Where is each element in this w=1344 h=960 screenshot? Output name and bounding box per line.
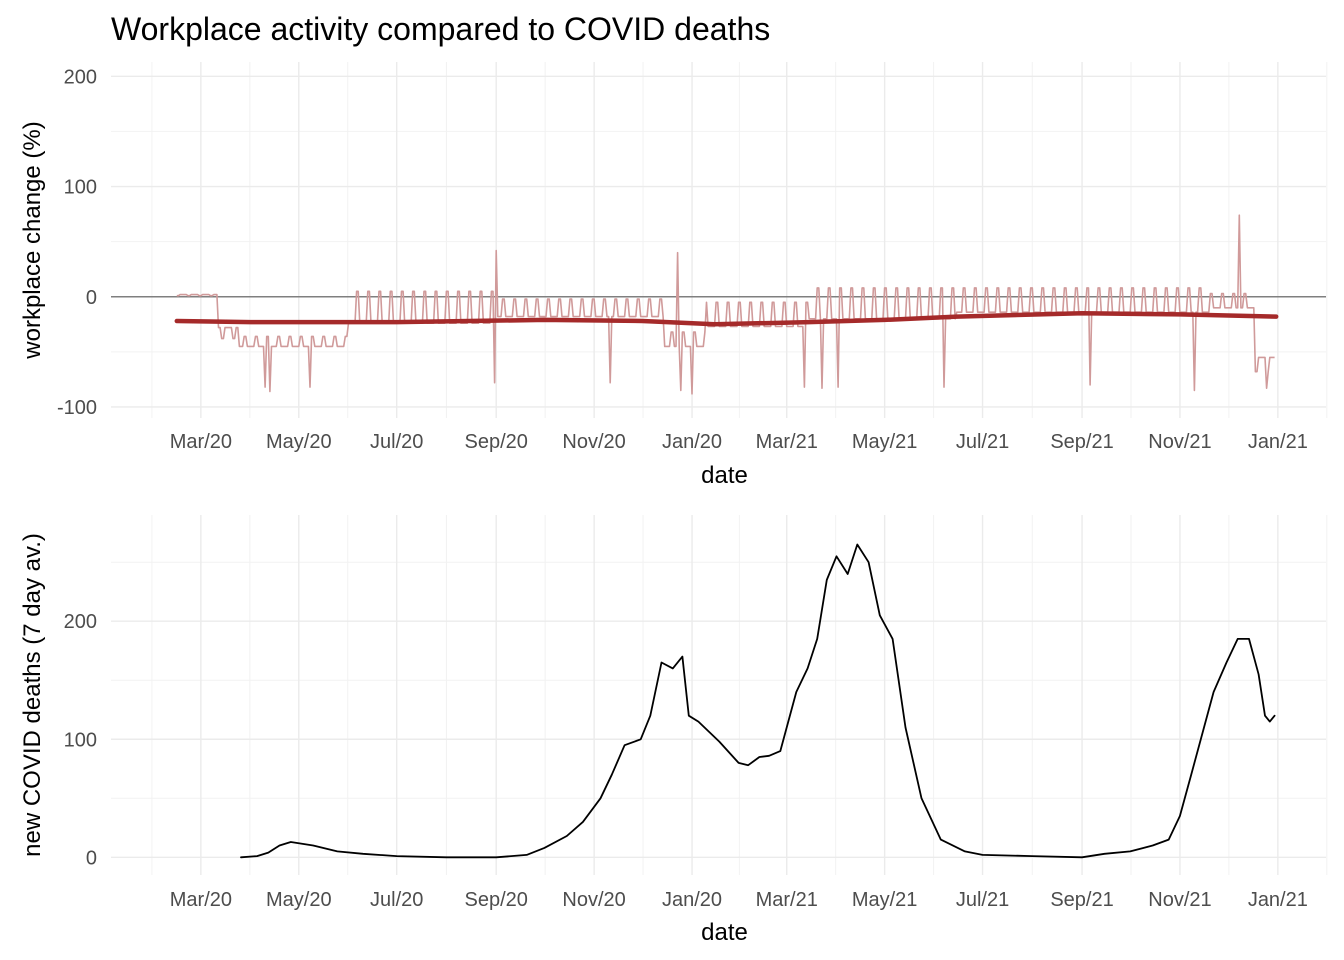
x-tick-label: Jul/20 bbox=[370, 889, 423, 911]
y-tick-label: 0 bbox=[86, 287, 97, 309]
y-tick-label: 0 bbox=[86, 847, 97, 869]
x-tick-label: Jan/21 bbox=[1248, 889, 1308, 911]
x-tick-label: Jul/21 bbox=[956, 889, 1009, 911]
x-tick-label: May/21 bbox=[852, 431, 918, 453]
y-tick-label: 100 bbox=[64, 729, 97, 751]
x-tick-label: Nov/21 bbox=[1148, 889, 1211, 911]
y-axis-title: new COVID deaths (7 day av.) bbox=[19, 533, 46, 857]
x-tick-label: Nov/21 bbox=[1148, 431, 1211, 453]
x-tick-label: Nov/20 bbox=[562, 889, 625, 911]
x-axis-title: date bbox=[701, 462, 748, 489]
x-tick-label: Sep/20 bbox=[465, 889, 528, 911]
x-tick-label: Sep/21 bbox=[1050, 431, 1113, 453]
x-tick-label: Mar/20 bbox=[170, 431, 232, 453]
y-axis-title: workplace change (%) bbox=[19, 121, 46, 359]
deaths-panel: Mar/20 May/20 Jul/20 Sep/20 Nov/20 Jan/20 Mar/… bbox=[19, 515, 1328, 946]
y-tick-label: 200 bbox=[64, 611, 97, 633]
y-tick-label: 100 bbox=[64, 177, 97, 199]
y-tick-label: 200 bbox=[64, 66, 97, 88]
x-tick-label: May/20 bbox=[266, 889, 332, 911]
x-tick-label: Sep/20 bbox=[465, 431, 528, 453]
x-tick-label: Mar/20 bbox=[170, 889, 232, 911]
workplace-trend-line bbox=[174, 311, 1279, 327]
x-tick-label: Nov/20 bbox=[562, 431, 625, 453]
chart-title: Workplace activity compared to COVID dea… bbox=[111, 11, 770, 47]
x-tick-label: Jan/20 bbox=[662, 889, 722, 911]
x-tick-label: Mar/21 bbox=[756, 889, 818, 911]
x-tick-label: Mar/21 bbox=[756, 431, 818, 453]
x-tick-label: Jul/21 bbox=[956, 431, 1009, 453]
x-axis-title: date bbox=[701, 919, 748, 946]
x-tick-label: May/21 bbox=[852, 889, 918, 911]
deaths-line bbox=[240, 543, 1276, 859]
x-tick-label: Jan/21 bbox=[1248, 431, 1308, 453]
y-tick-label: -100 bbox=[57, 397, 97, 419]
x-tick-label: May/20 bbox=[266, 431, 332, 453]
workplace-panel: Mar/20 May/20 Jul/20 Sep/20 Nov/20 Jan/20 Mar/… bbox=[19, 62, 1328, 489]
x-tick-label: Jan/20 bbox=[662, 431, 722, 453]
x-tick-label: Jul/20 bbox=[370, 431, 423, 453]
x-tick-label: Sep/21 bbox=[1050, 889, 1113, 911]
